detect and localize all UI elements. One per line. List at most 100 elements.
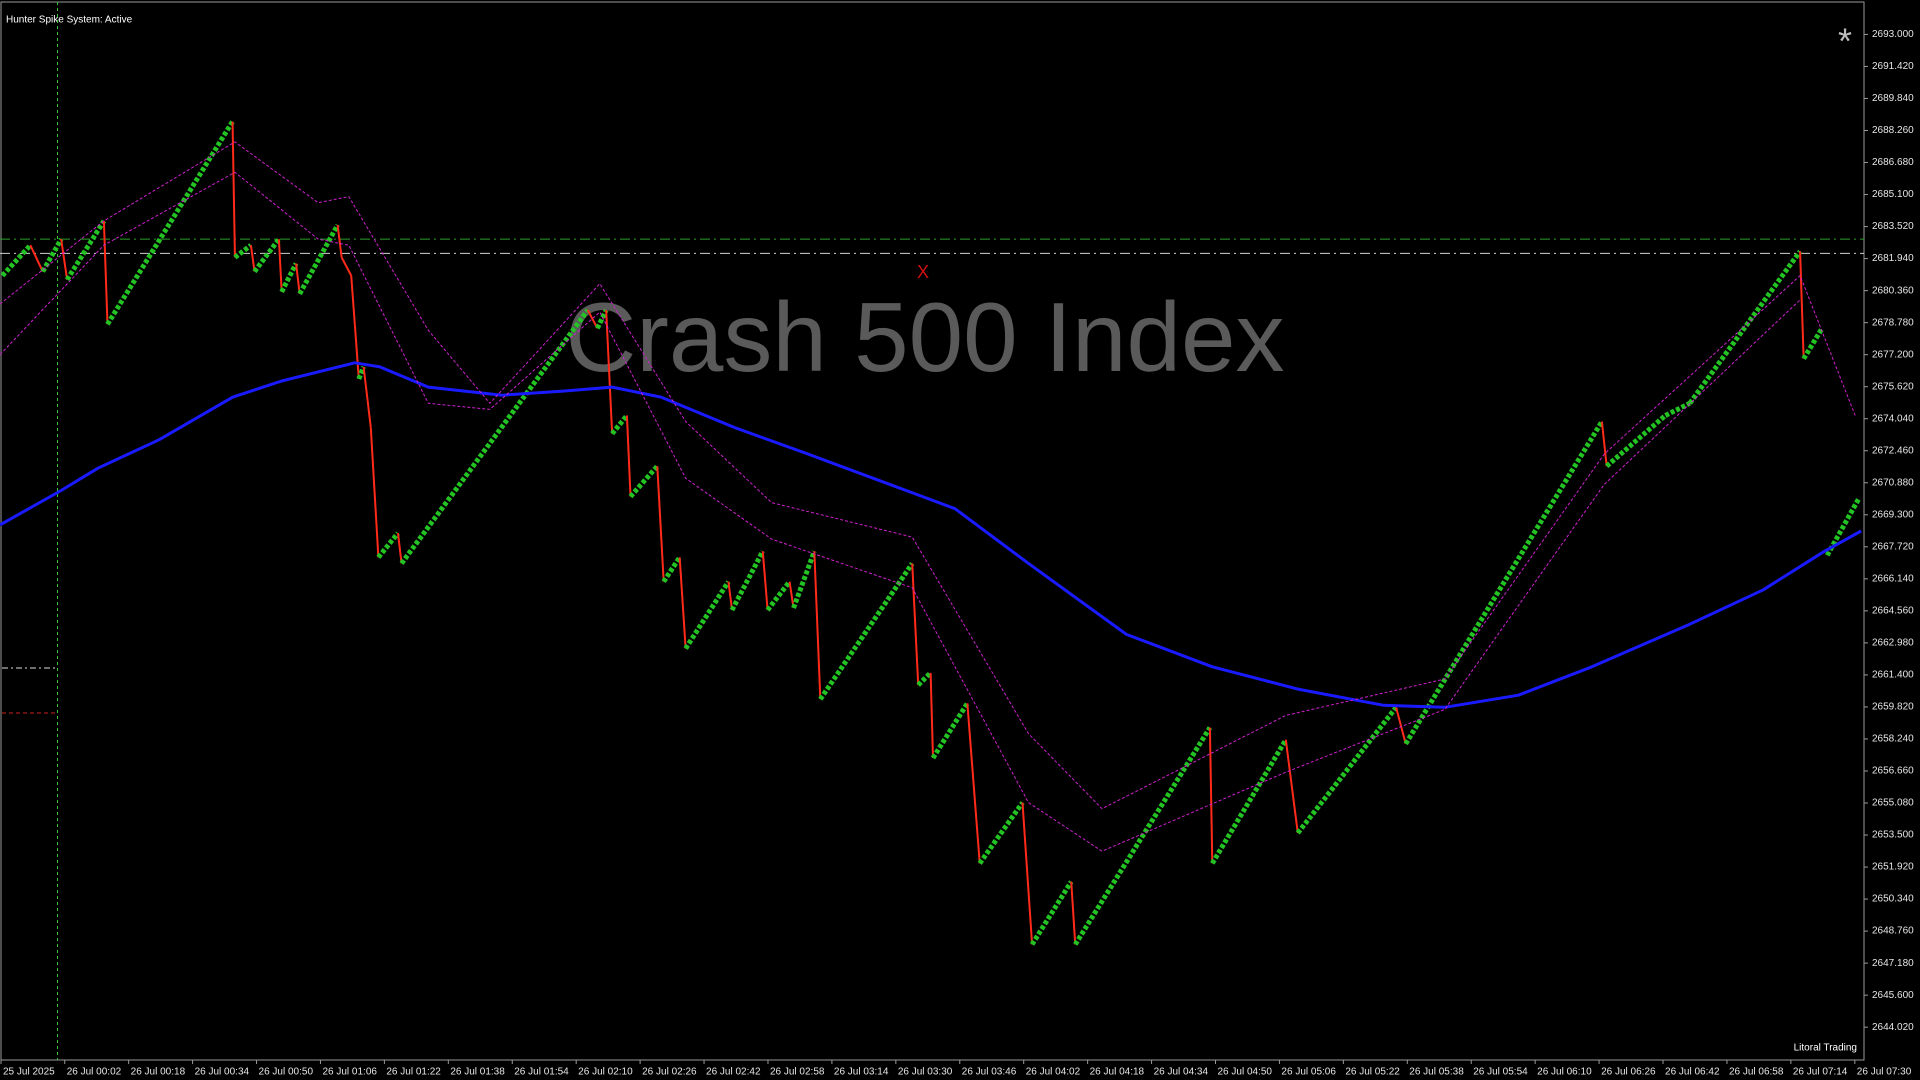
price-up	[595, 308, 609, 330]
x-tick-label: 26 Jul 06:26	[1601, 1067, 1656, 1078]
price-down	[396, 532, 403, 564]
price-up	[1605, 413, 1668, 469]
price-down	[362, 366, 372, 428]
y-tick-label: 2648.760	[1872, 926, 1914, 937]
y-tick-label: 2693.000	[1872, 29, 1914, 40]
price-down	[295, 263, 301, 294]
price-down	[249, 245, 256, 272]
y-tick-label: 2670.880	[1872, 477, 1914, 488]
x-tick-label: 26 Jul 03:46	[962, 1067, 1017, 1078]
x-tick-label: 26 Jul 05:54	[1473, 1067, 1528, 1078]
price-up	[930, 701, 970, 760]
price-up	[1825, 497, 1861, 557]
price-up	[1029, 880, 1074, 946]
y-tick-label: 2655.080	[1872, 798, 1914, 809]
price-up	[977, 801, 1025, 865]
x-tick-label: 26 Jul 06:10	[1537, 1067, 1592, 1078]
price-down	[929, 672, 934, 759]
price-up	[661, 555, 682, 584]
x-tick-label: 26 Jul 02:26	[642, 1067, 697, 1078]
x-tick-label: 26 Jul 00:02	[67, 1067, 122, 1078]
y-tick-label: 2647.180	[1872, 958, 1914, 969]
y-tick-label: 2662.980	[1872, 638, 1914, 649]
y-tick-label: 2681.940	[1872, 253, 1914, 264]
y-tick-label: 2659.820	[1872, 702, 1914, 713]
x-tick-label: 26 Jul 02:10	[578, 1067, 633, 1078]
price-down	[1395, 707, 1407, 745]
y-tick-label: 2669.300	[1872, 509, 1914, 520]
price-up	[233, 243, 253, 260]
y-tick-label: 2656.660	[1872, 766, 1914, 777]
watermark-title: Crash 500 Index	[565, 282, 1284, 392]
price-down	[336, 224, 343, 258]
envelope-band	[0, 171, 1801, 852]
x-tick-label: 26 Jul 00:34	[195, 1067, 250, 1078]
price-down	[1208, 727, 1214, 864]
y-tick-label: 2672.460	[1872, 445, 1914, 456]
price-down	[1284, 739, 1299, 834]
price-up	[1295, 705, 1399, 835]
price-down	[966, 703, 981, 864]
x-tick-label: 26 Jul 07:30	[1857, 1067, 1912, 1078]
price-up	[628, 464, 660, 499]
x-tick-label: 26 Jul 04:50	[1217, 1067, 1272, 1078]
y-tick-label: 2691.420	[1872, 61, 1914, 72]
price-up	[105, 120, 235, 326]
y-tick-label: 2645.600	[1872, 990, 1914, 1001]
price-down	[625, 415, 632, 497]
price-up	[0, 243, 33, 278]
broker-label: Litoral Trading	[1794, 1043, 1857, 1054]
price-up	[729, 550, 765, 612]
price-up	[791, 550, 817, 609]
y-tick-label: 2653.500	[1872, 830, 1914, 841]
price-down	[102, 220, 109, 325]
price-up	[65, 219, 107, 281]
price-up	[610, 413, 629, 436]
moving-average	[0, 361, 1862, 709]
y-tick-label: 2683.520	[1872, 221, 1914, 232]
price-up	[683, 580, 731, 650]
x-tick-label: 26 Jul 05:22	[1345, 1067, 1400, 1078]
x-tick-label: 26 Jul 01:38	[450, 1067, 505, 1078]
corner-mark: *	[1838, 21, 1852, 62]
price-up	[1073, 726, 1213, 946]
price-down	[605, 310, 614, 434]
x-tick-label: 26 Jul 00:50	[259, 1067, 314, 1078]
x-tick-label: 26 Jul 01:54	[514, 1067, 569, 1078]
marker-x: X	[917, 262, 929, 282]
price-up	[818, 562, 915, 701]
plot-frame	[0, 1, 1865, 1061]
price-up	[399, 308, 590, 565]
y-tick-label: 2650.340	[1872, 894, 1914, 905]
price-down	[29, 244, 44, 272]
x-tick-label: 26 Jul 04:34	[1154, 1067, 1209, 1078]
price-down	[353, 324, 360, 380]
y-tick-label: 2678.780	[1872, 317, 1914, 328]
x-tick-label: 26 Jul 03:14	[834, 1067, 889, 1078]
price-down	[761, 551, 769, 611]
price-down	[350, 275, 356, 325]
y-tick-label: 2666.140	[1872, 573, 1914, 584]
y-tick-label: 2677.200	[1872, 349, 1914, 360]
price-up	[916, 671, 933, 687]
price-up	[297, 223, 340, 296]
y-tick-label: 2688.260	[1872, 125, 1914, 136]
y-tick-label: 2675.620	[1872, 381, 1914, 392]
y-tick-label: 2667.720	[1872, 541, 1914, 552]
y-tick-label: 2644.020	[1872, 1022, 1914, 1033]
x-tick-label: 26 Jul 05:06	[1281, 1067, 1336, 1078]
y-tick-label: 2689.840	[1872, 93, 1914, 104]
price-up	[356, 365, 366, 380]
price-down	[586, 309, 599, 329]
price-down	[231, 121, 236, 258]
envelope-band	[0, 141, 1856, 810]
y-tick-label: 2661.400	[1872, 670, 1914, 681]
y-tick-label: 2651.920	[1872, 862, 1914, 873]
price-up	[1664, 401, 1691, 418]
price-down	[1799, 251, 1805, 359]
price-down	[911, 563, 920, 686]
y-tick-label: 2686.680	[1872, 157, 1914, 168]
